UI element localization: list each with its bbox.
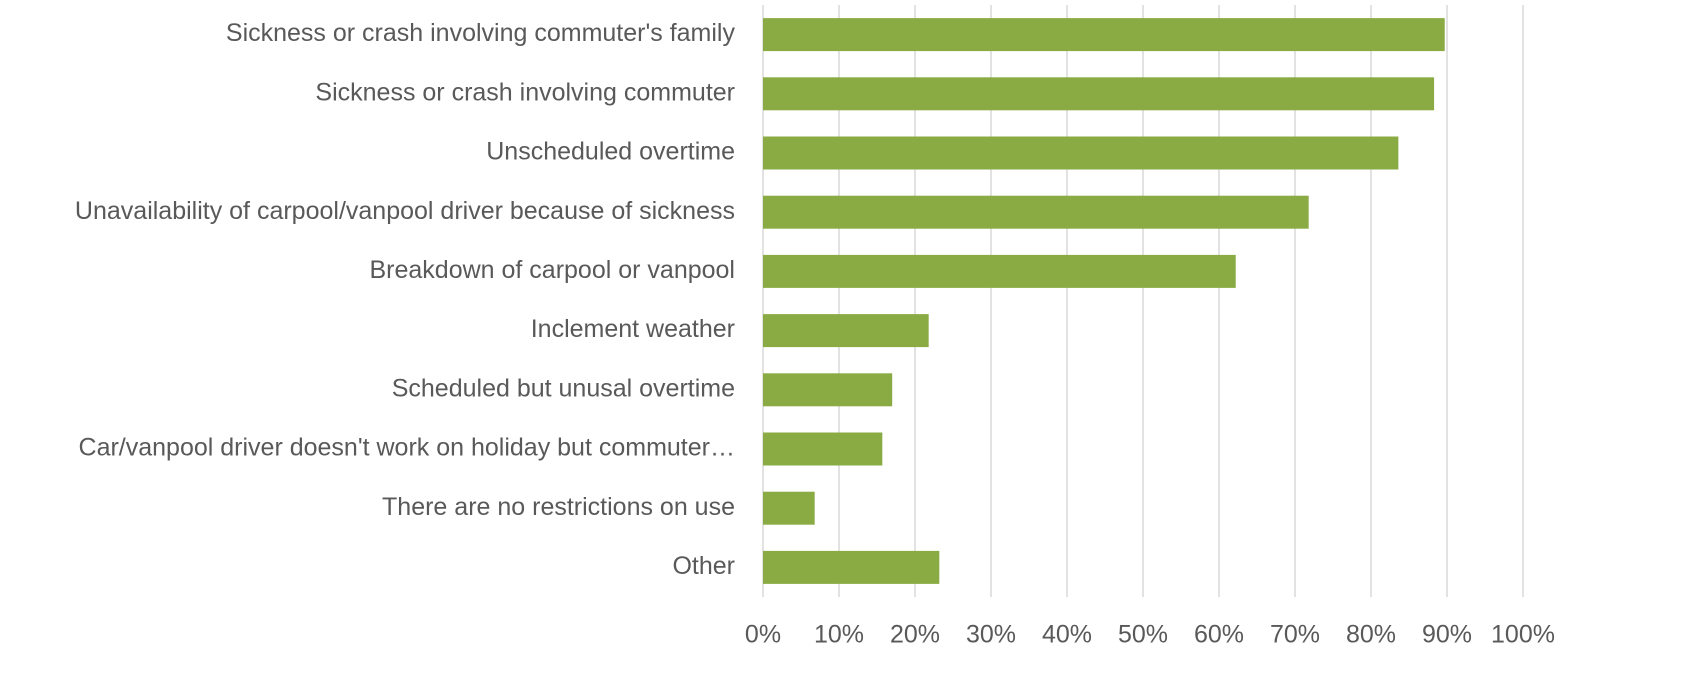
y-tick-label: Unscheduled overtime	[486, 138, 735, 166]
x-tick-label: 40%	[1042, 621, 1092, 649]
bar	[763, 195, 1309, 229]
x-tick-label: 30%	[966, 621, 1016, 649]
y-tick-label: Sickness or crash involving commuter's f…	[226, 19, 736, 47]
y-tick-label: Car/vanpool driver doesn't work on holid…	[79, 434, 735, 462]
bar	[763, 254, 1236, 288]
bar	[763, 314, 929, 348]
bar	[763, 136, 1399, 170]
x-tick-label: 10%	[814, 621, 864, 649]
x-tick-label: 100%	[1491, 621, 1555, 649]
bar	[763, 373, 893, 407]
y-tick-label: Scheduled but unusal overtime	[392, 374, 735, 402]
y-tick-label: Sickness or crash involving commuter	[315, 78, 735, 106]
y-tick-label: Inclement weather	[531, 315, 735, 343]
bar	[763, 18, 1445, 52]
y-tick-label: Breakdown of carpool or vanpool	[369, 256, 735, 284]
x-tick-label: 0%	[745, 621, 781, 649]
y-tick-label: Other	[672, 552, 735, 580]
bar	[763, 550, 940, 584]
bar	[763, 491, 815, 525]
x-tick-label: 20%	[890, 621, 940, 649]
x-tick-label: 90%	[1422, 621, 1472, 649]
bar	[763, 432, 883, 466]
y-tick-label: There are no restrictions on use	[382, 493, 735, 521]
x-tick-label: 70%	[1270, 621, 1320, 649]
x-tick-label: 50%	[1118, 621, 1168, 649]
x-tick-label: 60%	[1194, 621, 1244, 649]
bar	[763, 77, 1435, 111]
y-tick-label: Unavailability of carpool/vanpool driver…	[75, 197, 735, 225]
x-tick-label: 80%	[1346, 621, 1396, 649]
